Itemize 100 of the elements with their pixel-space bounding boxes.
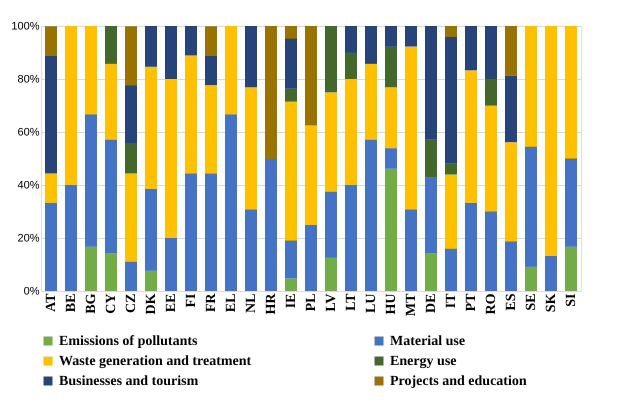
bar	[205, 56, 217, 86]
bar	[385, 46, 397, 88]
x-tick-label: SE	[524, 294, 539, 311]
x-tick-label: CZ	[124, 294, 139, 313]
bar	[65, 185, 77, 291]
bar	[165, 238, 177, 291]
x-tick-label: PL	[304, 294, 319, 312]
bar	[45, 173, 57, 203]
bar	[385, 87, 397, 148]
bar	[345, 52, 357, 79]
bar	[165, 26, 177, 79]
bar	[45, 56, 57, 174]
bar	[505, 26, 517, 76]
legend-label: Businesses and tourism	[59, 374, 199, 389]
bar	[205, 26, 217, 56]
bar	[445, 36, 457, 164]
x-tick-label: EL	[224, 294, 239, 312]
bar	[165, 79, 177, 238]
bar	[405, 209, 417, 291]
x-tick-label: PT	[464, 292, 479, 312]
bar	[365, 140, 377, 291]
bar	[425, 26, 437, 140]
bar	[485, 106, 497, 212]
x-tick-label: CY	[104, 294, 119, 314]
bar	[145, 270, 157, 291]
x-tick-label: EE	[164, 294, 179, 312]
x-tick-label: BG	[84, 293, 99, 314]
bar	[505, 142, 517, 242]
y-tick-label: 60%	[17, 126, 40, 138]
bar	[385, 148, 397, 169]
x-tick-label: ES	[504, 293, 519, 311]
bar	[125, 85, 137, 144]
bar	[265, 26, 277, 158]
bar	[425, 177, 437, 254]
x-tick-label: DE	[424, 294, 439, 313]
bar	[405, 26, 417, 46]
bar	[185, 173, 197, 291]
bar	[545, 26, 557, 256]
bar	[445, 164, 457, 174]
bar	[65, 26, 77, 185]
legend-label: Energy use	[390, 354, 456, 369]
x-tick-label: RO	[484, 293, 499, 314]
x-tick-label: IT	[444, 292, 459, 308]
bar	[265, 158, 277, 291]
bar	[105, 64, 117, 140]
bar	[325, 26, 337, 92]
bar	[345, 26, 357, 52]
bar	[385, 26, 397, 46]
bar	[365, 26, 377, 64]
bar	[425, 139, 437, 178]
y-tick-label: 40%	[17, 180, 40, 192]
bar	[445, 174, 457, 249]
x-tick-label: DK	[144, 293, 159, 314]
legend-label: Waste generation and treatment	[59, 354, 252, 369]
x-tick-label: FI	[184, 294, 199, 308]
bar	[85, 26, 97, 114]
bar	[305, 224, 317, 291]
x-tick-label: FR	[204, 292, 219, 312]
bar	[325, 258, 337, 291]
legend-label: Emissions of pollutants	[59, 334, 198, 349]
y-tick-label: 100%	[11, 20, 40, 32]
bar	[465, 202, 477, 291]
bar	[465, 70, 477, 203]
bar	[205, 173, 217, 291]
bar	[565, 158, 577, 247]
bar	[445, 26, 457, 37]
bar	[245, 87, 257, 210]
bar	[125, 262, 137, 291]
bar	[145, 66, 157, 189]
legend-label: Material use	[390, 334, 466, 349]
bar	[185, 26, 197, 56]
x-tick-label: HU	[384, 294, 399, 314]
x-tick-label: IE	[284, 294, 299, 308]
bar	[45, 26, 57, 56]
bar	[345, 79, 357, 185]
bar	[465, 26, 477, 70]
x-tick-label: LU	[364, 294, 379, 313]
bar	[525, 146, 537, 267]
bar	[125, 173, 137, 262]
bar	[225, 114, 237, 291]
bar	[385, 168, 397, 291]
bar	[325, 92, 337, 192]
bar	[205, 85, 217, 174]
bar	[565, 246, 577, 291]
bar	[105, 253, 117, 291]
bar	[285, 38, 297, 89]
bar	[245, 209, 257, 291]
y-tick-label: 80%	[17, 74, 40, 86]
x-tick-label: HR	[264, 292, 279, 314]
x-tick-label: NL	[244, 294, 259, 313]
x-tick-label: MT	[404, 292, 419, 316]
y-tick-label: 0%	[24, 286, 40, 298]
bar	[285, 88, 297, 102]
bar	[125, 144, 137, 174]
x-tick-label: SI	[564, 294, 579, 307]
bar	[285, 26, 297, 38]
bar	[305, 125, 317, 225]
y-tick-label: 20%	[17, 232, 40, 244]
bar	[145, 188, 157, 271]
bar	[285, 240, 297, 278]
